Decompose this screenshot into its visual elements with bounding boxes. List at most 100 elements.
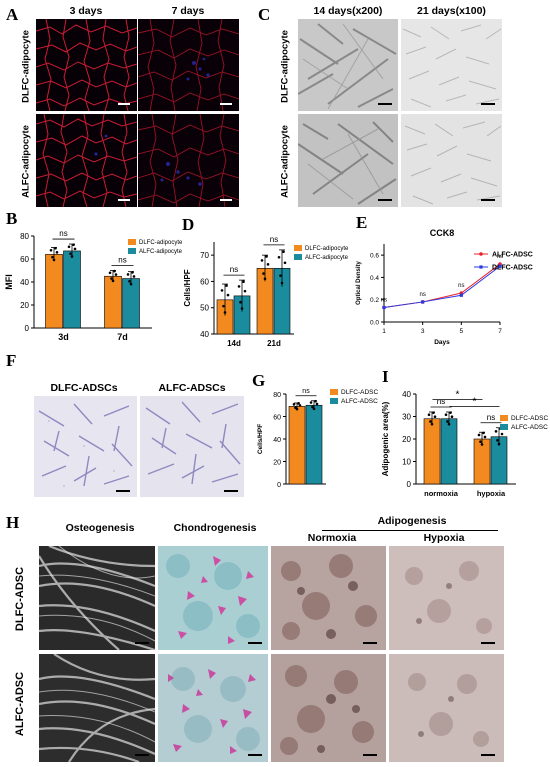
scale-bar: [248, 642, 262, 644]
data-point: [297, 402, 300, 405]
panel-h-row-1: ALFC-ADSC: [14, 671, 26, 737]
adipogenesis-hypoxia-image-alfc: [389, 654, 504, 762]
sig-label: ns: [230, 265, 238, 274]
x-tick-label: 1: [382, 328, 386, 335]
data-point: [459, 293, 463, 297]
adipogenesis-normoxia-image-dlfc: [271, 546, 386, 650]
data-point: [131, 271, 134, 274]
data-point: [243, 289, 247, 293]
panel-f-col-1: ALFC-ADSCs: [158, 382, 226, 394]
chart-i: 0 10 20 30 40 Adipogenic area(%) normoxia ns hyp…: [381, 390, 549, 498]
chart-g: 0 20 40 60 80 Cells/HPF ns DLFC-ADSC ALFC-ADSC: [257, 388, 379, 489]
bar: [104, 275, 122, 329]
data-point: [220, 289, 224, 292]
panel-h-col-hypoxia: Hypoxia: [423, 532, 465, 544]
y-tick-label: 0.6: [370, 253, 379, 260]
scale-bar: [481, 642, 495, 644]
panel-label-c: C: [258, 5, 271, 24]
data-point: [54, 246, 57, 250]
data-point: [479, 440, 482, 443]
brightfield-image-alfc-14d: [298, 114, 398, 207]
y-tick-label: 10: [402, 458, 411, 467]
data-point: [432, 411, 435, 414]
bar: [63, 250, 81, 329]
data-point: [498, 264, 502, 268]
panel-c-row-0: DLFC-adipocyte: [279, 30, 291, 103]
panel-label-e: E: [356, 213, 368, 232]
sig-label-between: *: [456, 390, 460, 401]
data-point: [497, 442, 501, 446]
y-tick-label: 30: [402, 413, 411, 422]
y-axis-label: Adipogenic area(%): [381, 401, 390, 476]
x-axis-label: Days: [434, 339, 450, 346]
y-tick-label: 40: [200, 330, 209, 339]
data-point: [126, 273, 130, 276]
data-point: [265, 255, 268, 258]
data-point: [110, 277, 113, 280]
data-point: [226, 293, 230, 297]
scale-bar: [248, 754, 262, 756]
data-point: [225, 284, 228, 287]
data-point: [262, 272, 265, 275]
scale-bar: [378, 103, 392, 105]
panel-c-row-1: ALFC-adipocyte: [279, 125, 291, 198]
panel-h-row-0: DLFC-ADSC: [14, 566, 26, 632]
scale-bar: [118, 199, 130, 201]
sig-label-between: *: [473, 396, 477, 407]
data-point: [480, 443, 484, 446]
legend-label: DLFC-ADSC: [492, 265, 533, 272]
data-point: [67, 245, 71, 249]
legend-swatch: [330, 389, 338, 395]
data-point: [240, 307, 244, 310]
osteogenesis-image-alfc: [39, 654, 155, 762]
brightfield-image-dlfc-21d: [401, 19, 502, 111]
data-point: [482, 431, 485, 435]
y-tick-label: 70: [200, 251, 209, 260]
data-point: [430, 422, 434, 426]
data-point: [223, 311, 227, 314]
scale-bar: [116, 490, 130, 492]
scale-bar: [363, 642, 377, 644]
data-point: [447, 422, 451, 426]
data-point: [450, 415, 454, 419]
data-point: [315, 402, 319, 406]
data-point: [494, 430, 498, 433]
scale-bar: [481, 103, 495, 105]
data-point: [237, 285, 241, 288]
data-point: [69, 252, 72, 256]
y-tick-label: 0.0: [370, 320, 379, 327]
x-tick-label: 7d: [117, 332, 128, 342]
sig-label: ns: [458, 283, 464, 289]
panel-a-col-0: 3 days: [69, 5, 103, 17]
transwell-image-alfc: [140, 396, 244, 497]
scale-bar: [481, 754, 495, 756]
y-axis-label: Cells/HPF: [183, 269, 192, 306]
chart-b: 0 20 40 60 80 MFI 3d ns 7d ns DLFC-adipocyte ALFC-a…: [4, 229, 182, 342]
sig-label: ns: [270, 235, 278, 244]
data-point: [496, 439, 499, 442]
legend-label: ALFC-ADSC: [511, 424, 548, 431]
y-tick-label: 20: [20, 301, 29, 310]
x-tick-label: normoxia: [424, 489, 459, 498]
group-underline: [322, 530, 498, 531]
panel-label-f: F: [6, 351, 17, 370]
data-point: [309, 401, 313, 404]
legend-swatch: [128, 248, 136, 254]
chart-d: 40 50 60 70 Cells/HPF 14d ns 21d ns DLFC-adipocyt…: [183, 235, 349, 348]
y-tick-label: 20: [402, 435, 411, 444]
legend-swatch: [294, 254, 302, 260]
data-point: [73, 247, 77, 251]
scale-bar: [363, 754, 377, 756]
x-tick-label: 3d: [58, 332, 69, 342]
legend-swatch: [500, 415, 508, 421]
y-axis-label: Cells/HPF: [257, 424, 264, 454]
legend-label: DLFC-ADSC: [511, 415, 549, 422]
adipogenesis-hypoxia-image-dlfc: [389, 546, 504, 650]
panel-label-a: A: [6, 5, 19, 24]
legend-label: ALFC-adipocyte: [139, 249, 182, 255]
chart-e: CCK8 0.0 0.2 0.4 0.6 1 3 5 7 Days Optical Density A…: [356, 228, 533, 346]
data-point: [132, 275, 136, 278]
data-point: [429, 420, 432, 423]
data-point: [128, 280, 131, 283]
y-tick-label: 0: [407, 480, 412, 489]
